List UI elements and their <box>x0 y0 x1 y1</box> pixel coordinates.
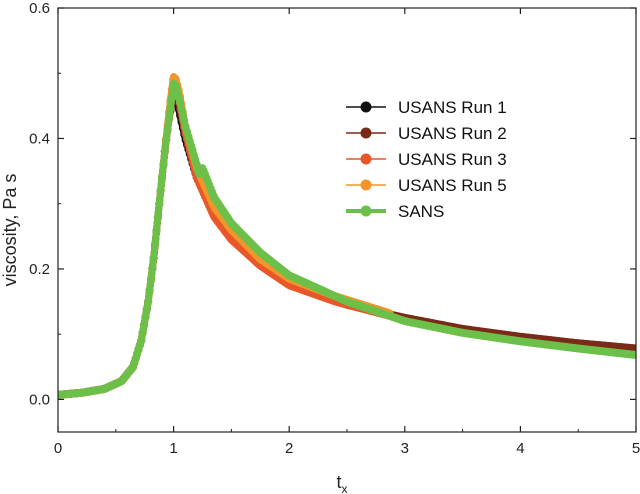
plot-frame <box>57 7 637 433</box>
x-tick-label: 5 <box>632 440 640 457</box>
data-point <box>146 275 155 284</box>
x-tick-label: 1 <box>169 440 177 457</box>
data-point <box>142 305 151 314</box>
series-usans-run-3 <box>58 76 394 399</box>
data-point <box>158 173 167 182</box>
legend-item: USANS Run 2 <box>346 124 507 143</box>
legend-label: SANS <box>398 202 444 221</box>
data-point <box>163 125 172 134</box>
data-point <box>155 199 164 208</box>
data-point <box>148 264 157 273</box>
legend: USANS Run 1 USANS Run 2 USANS Run 3 USANS R… <box>346 98 507 221</box>
y-tick-label: 0.2 <box>29 261 50 278</box>
y-tick-label: 0.0 <box>29 391 50 408</box>
legend-label: USANS Run 3 <box>398 150 507 169</box>
data-point <box>153 213 162 222</box>
x-tick-label: 3 <box>401 440 409 457</box>
legend-item: USANS Run 5 <box>346 176 507 195</box>
legend-item: USANS Run 1 <box>346 98 507 117</box>
data-point <box>160 147 169 156</box>
data-point <box>137 336 146 345</box>
legend-label: USANS Run 1 <box>398 98 507 117</box>
data-point <box>166 105 175 114</box>
data-point <box>631 350 636 359</box>
data-point <box>145 286 154 295</box>
legend-marker <box>360 127 372 139</box>
series-layer <box>58 72 636 399</box>
data-point <box>149 253 158 262</box>
legend-marker <box>360 205 372 217</box>
data-point <box>156 186 165 195</box>
legend-marker <box>360 153 372 165</box>
x-tick-label: 4 <box>516 440 524 457</box>
data-point <box>138 328 147 337</box>
data-point <box>167 94 176 103</box>
data-point <box>631 344 636 353</box>
legend-item: USANS Run 3 <box>346 150 507 169</box>
legend-label: USANS Run 2 <box>398 124 507 143</box>
data-point <box>152 226 161 235</box>
data-point <box>159 160 168 169</box>
legend-item: SANS <box>346 202 444 221</box>
data-point <box>177 104 186 113</box>
x-axis-title: tx <box>336 472 347 494</box>
legend-label: USANS Run 5 <box>398 176 507 195</box>
data-point <box>164 114 173 123</box>
legend-marker <box>360 101 372 113</box>
y-tick-label: 0.6 <box>29 0 50 17</box>
data-point <box>140 321 149 330</box>
series-sans <box>58 79 636 399</box>
data-point <box>151 240 160 249</box>
data-point <box>162 135 171 144</box>
legend-marker <box>360 179 372 191</box>
data-point <box>141 313 150 322</box>
data-point <box>144 297 153 306</box>
x-axis-title-main: t <box>336 472 341 492</box>
axes-layer: 0 1 2 3 4 5 0.0 0.2 0.4 0.6 <box>29 0 640 457</box>
x-tick-label: 0 <box>54 440 62 457</box>
data-point <box>176 98 185 107</box>
y-axis-title: viscosity, Pa s <box>0 174 20 287</box>
y-tick-label: 0.4 <box>29 130 50 147</box>
x-tick-label: 2 <box>285 440 293 457</box>
data-point <box>178 110 187 119</box>
x-axis-title-subscript: x <box>342 482 348 494</box>
series-usans-run-5 <box>58 72 394 399</box>
series-line <box>58 76 394 399</box>
